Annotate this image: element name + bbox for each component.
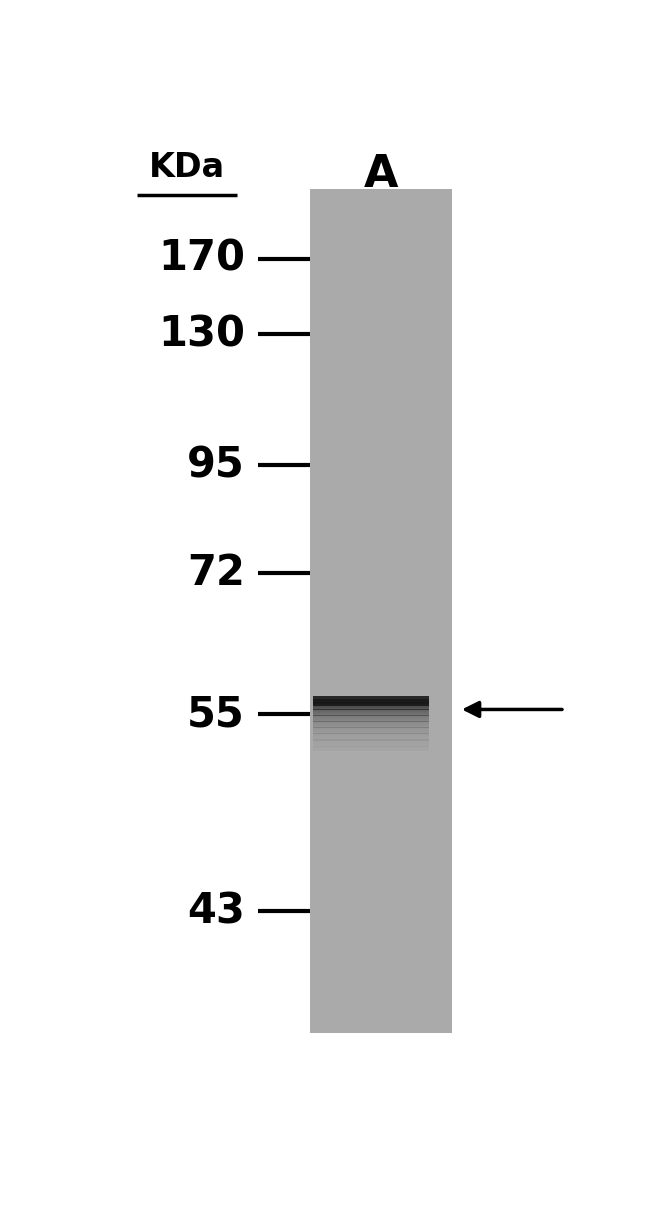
Text: 55: 55 — [187, 694, 245, 735]
Text: KDa: KDa — [149, 151, 225, 184]
Text: 72: 72 — [187, 552, 245, 595]
Text: 43: 43 — [187, 890, 245, 933]
Bar — [313, 696, 428, 706]
Bar — [311, 189, 452, 1034]
Text: A: A — [364, 152, 398, 196]
Text: 95: 95 — [187, 445, 245, 486]
Text: 130: 130 — [158, 313, 245, 355]
Text: 170: 170 — [158, 238, 245, 280]
